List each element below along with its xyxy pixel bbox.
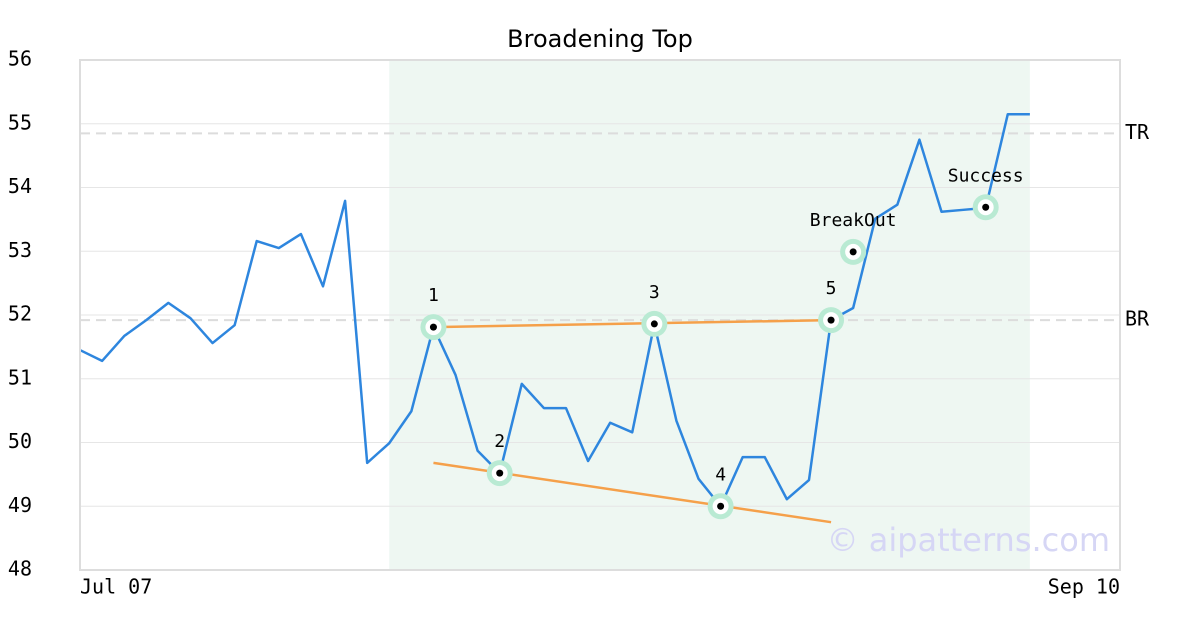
price-line bbox=[79, 112, 1030, 508]
y-tick-label: 54 bbox=[8, 174, 32, 198]
y-tick-label: 49 bbox=[8, 493, 32, 517]
point-label: 5 bbox=[826, 278, 837, 299]
y-tick-label: 55 bbox=[8, 110, 32, 134]
point-dot bbox=[429, 323, 437, 331]
y-tick-label: 53 bbox=[8, 238, 32, 262]
point-label: Success bbox=[948, 165, 1024, 186]
point-dot bbox=[496, 469, 504, 477]
point-dot bbox=[849, 248, 857, 256]
y-tick-label: 50 bbox=[8, 429, 32, 453]
point-dot bbox=[650, 320, 658, 328]
point-dot bbox=[982, 203, 990, 211]
plot-frame bbox=[79, 59, 1121, 571]
point-label: 4 bbox=[715, 464, 726, 485]
x-tick-label: Jul 07 bbox=[80, 575, 152, 599]
point-label: 1 bbox=[428, 285, 439, 306]
y-tick-label: 51 bbox=[8, 365, 32, 389]
y-tick-label: 52 bbox=[8, 302, 32, 326]
chart-title: Broadening Top bbox=[507, 25, 693, 53]
point-dot bbox=[717, 502, 725, 510]
trendline bbox=[433, 318, 832, 329]
y-tick-label: 56 bbox=[8, 47, 32, 71]
level-label: BR bbox=[1125, 307, 1150, 331]
point-label: BreakOut bbox=[810, 210, 897, 231]
y-tick-label: 48 bbox=[8, 557, 32, 581]
point-label: 2 bbox=[494, 431, 505, 452]
point-dot bbox=[827, 316, 835, 324]
level-label: TR bbox=[1125, 120, 1150, 144]
point-label: 3 bbox=[649, 282, 660, 303]
watermark: © aipatterns.com bbox=[827, 521, 1110, 559]
x-tick-label: Sep 10 bbox=[1048, 575, 1120, 599]
